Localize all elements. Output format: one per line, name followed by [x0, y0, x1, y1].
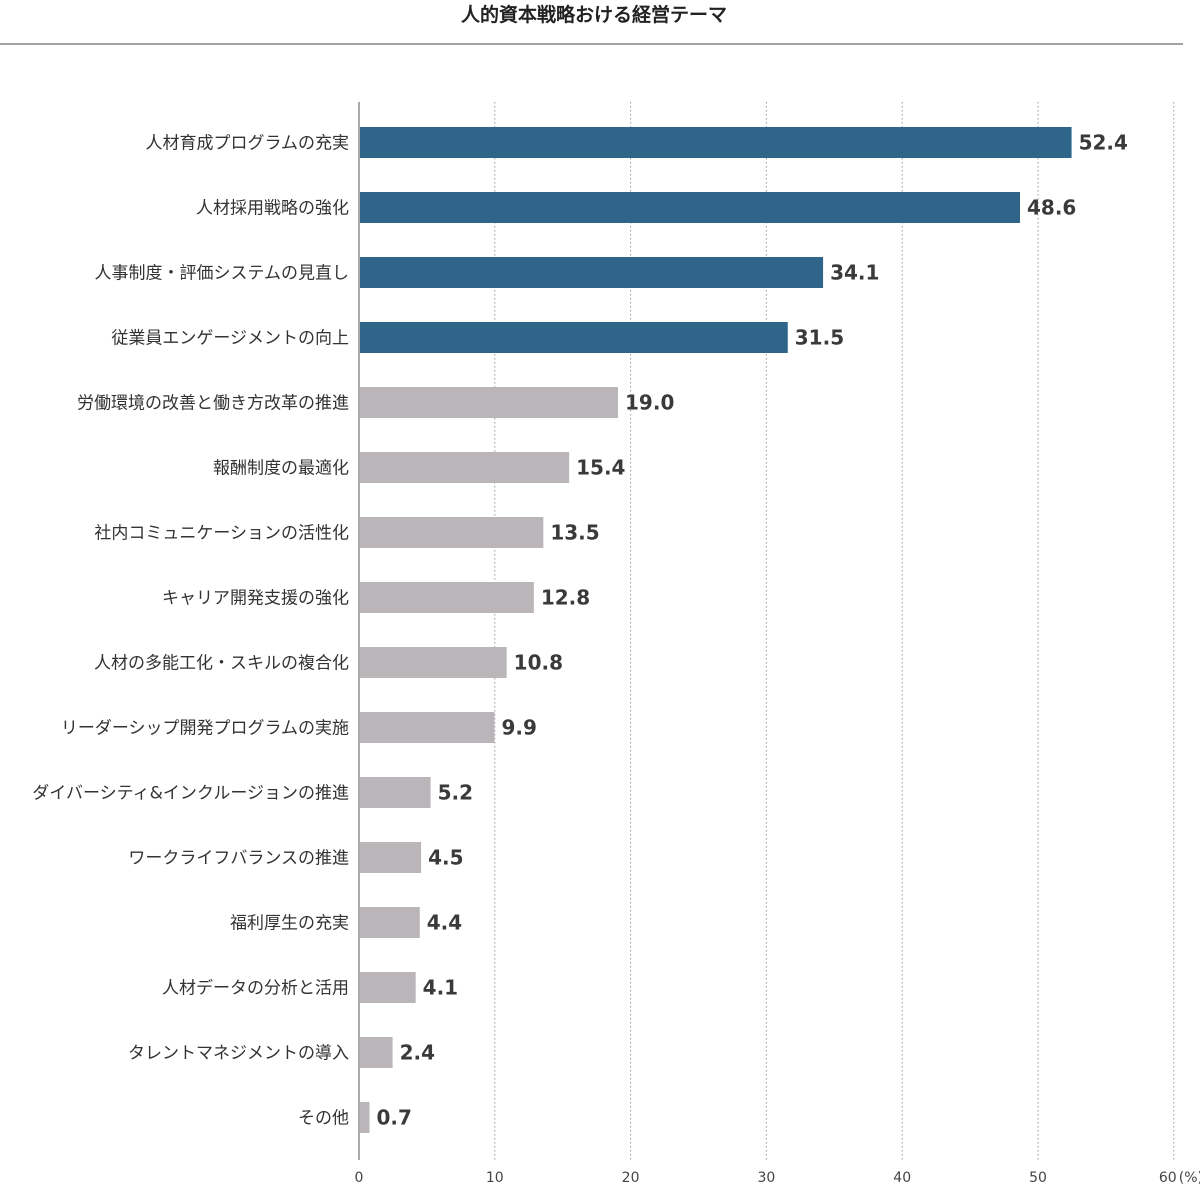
- bar: [360, 777, 431, 808]
- category-label: 人材データの分析と活用: [162, 978, 349, 999]
- bars: [360, 127, 1072, 1133]
- bar: [360, 517, 544, 548]
- x-tick-label: 30: [757, 1170, 775, 1186]
- value-label: 13.5: [550, 521, 599, 545]
- value-label: 5.2: [438, 781, 473, 805]
- bar: [360, 647, 507, 678]
- category-label: ダイバーシティ&インクルージョンの推進: [32, 784, 349, 804]
- x-tick-label: 20: [622, 1170, 640, 1186]
- x-axis-ticks: 0 10 20 30 40 50 60(%): [355, 1170, 1200, 1186]
- bar: [360, 582, 534, 613]
- bar: [360, 842, 422, 873]
- x-tick-label: 50: [1029, 1170, 1047, 1186]
- bar: [360, 387, 619, 418]
- value-label: 9.9: [501, 716, 536, 740]
- category-label: 人事制度・評価システムの見直し: [95, 264, 350, 284]
- x-tick-label: 40: [893, 1170, 911, 1186]
- x-tick-label: 0: [355, 1170, 364, 1186]
- category-label: タレントマネジメントの導入: [128, 1044, 349, 1064]
- value-label: 15.4: [576, 456, 625, 480]
- category-label: 福利厚生の充実: [230, 914, 349, 934]
- bar: [360, 192, 1020, 223]
- category-label: 社内コミュニケーションの活性化: [94, 524, 349, 544]
- category-label: 人材育成プログラムの充実: [146, 134, 350, 154]
- value-label: 0.7: [377, 1106, 412, 1130]
- category-labels: 人材育成プログラムの充実人材採用戦略の強化人事制度・評価システムの見直し従業員エ…: [32, 134, 349, 1129]
- category-label: リーダーシップ開発プログラムの実施: [61, 719, 349, 739]
- category-label: 従業員エンゲージメントの向上: [111, 329, 349, 349]
- bar: [360, 907, 420, 938]
- x-tick-label: 60: [1159, 1170, 1177, 1186]
- bar: [360, 972, 416, 1003]
- bar: [360, 452, 570, 483]
- bar: [360, 712, 495, 743]
- value-labels: 52.4 48.6 34.1 31.5 19.0 15.4 13.5 12.8 10.8 9.9 5…: [377, 131, 1128, 1130]
- category-label: 人材採用戦略の強化: [196, 199, 349, 219]
- category-label: ワークライフバランスの推進: [128, 849, 349, 869]
- value-label: 2.4: [400, 1041, 435, 1065]
- value-label: 31.5: [795, 326, 844, 350]
- category-label: 人材の多能工化・スキルの複合化: [94, 654, 349, 674]
- category-label: 労働環境の改善と働き方改革の推進: [77, 394, 349, 414]
- value-label: 10.8: [514, 651, 563, 675]
- value-label: 19.0: [625, 391, 674, 415]
- bar: [360, 322, 788, 353]
- bar: [360, 1102, 370, 1133]
- value-label: 4.4: [427, 911, 462, 935]
- x-axis-unit: (%): [1179, 1170, 1200, 1186]
- bar: [360, 1037, 393, 1068]
- value-label: 52.4: [1079, 131, 1128, 155]
- bar: [360, 257, 824, 288]
- category-label: 報酬制度の最適化: [213, 459, 349, 479]
- value-label: 4.1: [423, 976, 458, 1000]
- value-label: 34.1: [830, 261, 879, 285]
- value-label: 4.5: [428, 846, 463, 870]
- x-tick-label: 10: [486, 1170, 504, 1186]
- category-label: キャリア開発支援の強化: [162, 589, 349, 609]
- bar: [360, 127, 1072, 158]
- chart-title: 人的資本戦略おける経営テーマ: [461, 3, 727, 26]
- value-label: 48.6: [1027, 196, 1076, 220]
- value-label: 12.8: [541, 586, 590, 610]
- category-label: その他: [298, 1109, 349, 1129]
